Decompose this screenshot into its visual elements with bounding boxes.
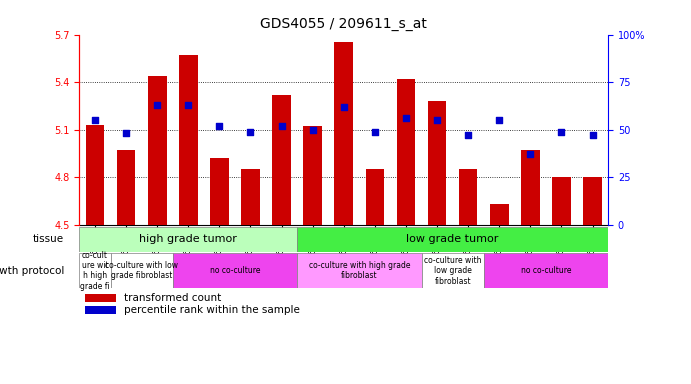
Bar — [297, 227, 608, 252]
Bar — [86, 125, 104, 225]
Text: low grade tumor: low grade tumor — [406, 234, 499, 244]
Bar — [583, 177, 602, 225]
Bar — [334, 43, 353, 225]
Point — [556, 128, 567, 134]
Text: no co-culture: no co-culture — [520, 266, 571, 275]
Bar — [552, 177, 571, 225]
Bar — [241, 169, 260, 225]
Point — [307, 127, 318, 133]
Point — [524, 151, 536, 157]
Bar — [148, 76, 167, 225]
Text: percentile rank within the sample: percentile rank within the sample — [124, 305, 301, 315]
Point — [400, 115, 411, 121]
Point — [120, 130, 131, 136]
Point — [462, 132, 473, 138]
Bar — [428, 101, 446, 225]
Point — [245, 128, 256, 134]
Text: co-culture with low
grade fibroblast: co-culture with low grade fibroblast — [105, 261, 178, 280]
Bar — [272, 95, 291, 225]
Bar — [85, 294, 117, 302]
Text: growth protocol: growth protocol — [0, 266, 64, 276]
Point — [431, 117, 442, 123]
Bar — [210, 158, 229, 225]
Point — [493, 117, 504, 123]
Bar — [179, 55, 198, 225]
Text: co-cult
ure wit
h high
grade fi: co-cult ure wit h high grade fi — [80, 251, 110, 291]
Bar — [79, 253, 111, 288]
Bar — [521, 150, 540, 225]
Bar — [397, 79, 415, 225]
Point — [587, 132, 598, 138]
Bar — [366, 169, 384, 225]
Point — [151, 102, 162, 108]
Point — [338, 104, 349, 110]
Bar — [111, 253, 173, 288]
Point — [214, 123, 225, 129]
Title: GDS4055 / 209611_s_at: GDS4055 / 209611_s_at — [261, 17, 427, 31]
Text: co-culture with
low grade
fibroblast: co-culture with low grade fibroblast — [424, 256, 482, 286]
Bar — [459, 169, 477, 225]
Bar — [173, 253, 297, 288]
Bar — [303, 126, 322, 225]
Bar — [490, 204, 509, 225]
Bar — [79, 227, 297, 252]
Point — [182, 102, 193, 108]
Point — [276, 123, 287, 129]
Bar — [422, 253, 484, 288]
Text: transformed count: transformed count — [124, 293, 222, 303]
Text: tissue: tissue — [32, 234, 64, 244]
Point — [369, 128, 380, 134]
Bar — [297, 253, 422, 288]
Bar — [117, 150, 135, 225]
Bar — [484, 253, 608, 288]
Text: co-culture with high grade
fibroblast: co-culture with high grade fibroblast — [309, 261, 410, 280]
Point — [89, 117, 101, 123]
Bar — [85, 306, 117, 314]
Text: high grade tumor: high grade tumor — [140, 234, 237, 244]
Text: no co-culture: no co-culture — [209, 266, 261, 275]
